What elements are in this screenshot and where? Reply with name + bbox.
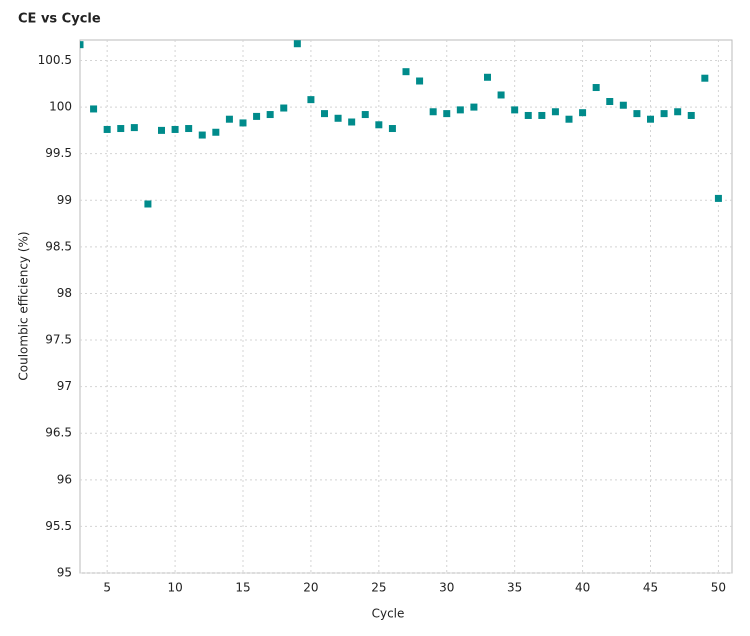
point <box>375 121 383 129</box>
point <box>633 110 641 118</box>
point <box>253 112 261 120</box>
point <box>660 110 668 118</box>
x-tick-label: 45 <box>643 581 658 595</box>
point <box>687 111 695 119</box>
point <box>117 125 125 133</box>
point <box>511 106 519 114</box>
x-tick-label: 25 <box>371 581 386 595</box>
point <box>361 111 369 119</box>
point <box>225 115 233 123</box>
x-tick-label: 15 <box>235 581 250 595</box>
point <box>484 73 491 81</box>
point <box>388 125 396 133</box>
chart-title: CE vs Cycle <box>18 12 101 27</box>
point <box>80 41 84 49</box>
point <box>103 125 111 133</box>
point <box>565 115 573 123</box>
point <box>90 105 98 113</box>
x-tick-label: 35 <box>507 581 522 595</box>
point <box>606 98 614 105</box>
point <box>293 40 301 48</box>
x-tick-label: 50 <box>711 581 726 595</box>
x-tick-label: 10 <box>167 581 182 595</box>
points <box>80 40 722 208</box>
point <box>714 194 722 202</box>
y-tick-label: 97 <box>57 379 72 393</box>
y-tick-label: 99 <box>57 193 72 207</box>
point <box>239 119 247 127</box>
point <box>443 110 451 118</box>
y-tick-label: 96.5 <box>45 426 72 440</box>
point <box>647 115 654 123</box>
point <box>171 125 179 133</box>
point <box>130 124 138 132</box>
point <box>701 74 709 82</box>
x-tick-label: 20 <box>303 581 318 595</box>
y-tick-label: 99.5 <box>45 146 72 160</box>
y-tick-label: 96 <box>57 472 72 486</box>
x-tick-label: 30 <box>439 581 454 595</box>
x-tick-label: 5 <box>103 581 111 595</box>
point <box>307 96 315 104</box>
x-tick-label: 40 <box>575 581 590 595</box>
point <box>158 126 165 134</box>
point <box>524 111 532 119</box>
y-tick-label: 95 <box>57 566 72 580</box>
y-tick-label: 97.5 <box>45 333 72 347</box>
point <box>592 84 600 92</box>
point <box>144 200 152 208</box>
point <box>551 108 559 116</box>
y-tick-label: 100 <box>49 100 72 114</box>
y-tick-label: 95.5 <box>45 519 72 533</box>
y-tick-label: 100.5 <box>38 53 72 67</box>
point <box>348 118 356 126</box>
point <box>416 77 424 85</box>
point <box>579 109 587 117</box>
x-axis-label: Cycle <box>372 607 405 621</box>
point <box>470 103 478 111</box>
point <box>538 111 546 119</box>
point <box>266 111 274 119</box>
point <box>429 108 437 116</box>
point <box>674 108 682 116</box>
point <box>280 104 288 112</box>
y-tick-label: 98.5 <box>45 239 72 253</box>
y-tick-label: 98 <box>57 286 72 300</box>
y-axis-label: Coulombic efficiency (%) <box>17 231 31 380</box>
point <box>212 128 220 136</box>
point <box>402 68 410 76</box>
point <box>198 131 206 139</box>
point <box>497 91 505 99</box>
point <box>185 125 193 133</box>
point <box>456 106 464 114</box>
point <box>619 101 627 109</box>
point <box>321 110 328 118</box>
point <box>334 114 342 122</box>
